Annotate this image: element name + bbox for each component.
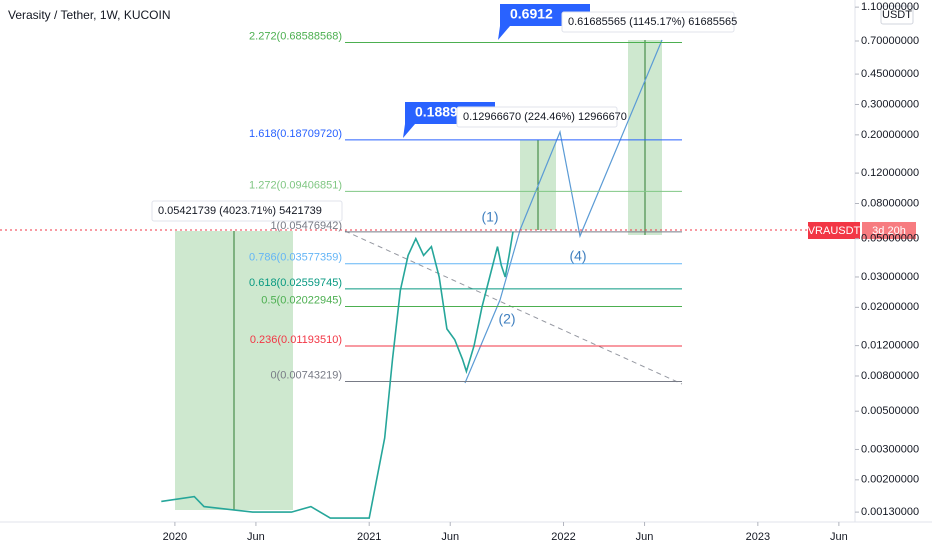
- fib-label: 0(0.00743219): [270, 369, 342, 381]
- measure-text: 0.05421739 (4023.71%) 5421739: [158, 205, 322, 217]
- x-tick-label: Jun: [636, 531, 654, 543]
- x-tick-label: Jun: [441, 531, 459, 543]
- fib-label: 0.618(0.02559745): [249, 277, 342, 289]
- fib-label: 1(0.05476942): [270, 220, 342, 232]
- fib-label: 2.272(0.68588568): [249, 30, 342, 42]
- trend-line: [344, 230, 683, 385]
- currency: USDT: [882, 9, 912, 21]
- y-tick-label: 0.03000000: [861, 271, 919, 283]
- y-tick-label: 0.00200000: [861, 474, 919, 486]
- measure-text: 0.61685565 (1145.17%) 61685565: [568, 16, 737, 28]
- callout-text: 0.6912: [510, 6, 553, 22]
- y-tick-label: 0.70000000: [861, 35, 919, 47]
- y-tick-label: 0.30000000: [861, 98, 919, 110]
- y-tick-label: 0.45000000: [861, 68, 919, 80]
- x-tick-label: 2020: [163, 531, 187, 543]
- measure-text: 0.12966670 (224.46%) 12966670: [463, 111, 627, 123]
- fib-label: 0.5(0.02022945): [261, 294, 342, 306]
- fib-label: 1.618(0.18709720): [249, 128, 342, 140]
- y-tick-label: 0.00130000: [861, 506, 919, 518]
- fib-label: 0.786(0.03577359): [249, 252, 342, 264]
- wave-label: (2): [498, 311, 515, 327]
- symbol: VRAUSDT: [808, 225, 861, 237]
- callout-text: 0.1889: [415, 104, 458, 120]
- y-tick-label: 0.01200000: [861, 340, 919, 352]
- x-tick-label: Jun: [830, 531, 848, 543]
- measure-box: [561, 11, 735, 33]
- x-tick-label: Jun: [247, 531, 265, 543]
- x-tick-label: 2023: [746, 531, 770, 543]
- y-tick-label: 0.00300000: [861, 443, 919, 455]
- x-tick-label: 2022: [551, 531, 575, 543]
- countdown: 3d 20h: [872, 225, 906, 237]
- y-tick-label: 0.00800000: [861, 370, 919, 382]
- measure-box: [456, 106, 618, 128]
- y-tick-label: 0.08000000: [861, 197, 919, 209]
- chart-title: Verasity / Tether, 1W, KUCOIN: [8, 8, 171, 22]
- measure-box: [151, 200, 343, 222]
- wave-label: (4): [569, 248, 586, 264]
- currency-box: [880, 5, 914, 25]
- symbol-tag: [808, 222, 860, 239]
- wave-label: (1): [481, 209, 498, 225]
- y-tick-label: 0.12000000: [861, 167, 919, 179]
- y-tick-label: 0.02000000: [861, 301, 919, 313]
- price-line: [161, 231, 514, 519]
- y-tick-label: 1.10000000: [861, 1, 919, 13]
- fib-label: 1.272(0.09406851): [249, 179, 342, 191]
- fib-label: 0.236(0.01193510): [250, 334, 342, 346]
- x-tick-label: 2021: [357, 531, 381, 543]
- y-tick-label: 0.00500000: [861, 405, 919, 417]
- y-tick-label: 0.20000000: [861, 129, 919, 141]
- wave-path: [464, 39, 663, 384]
- countdown-tag: [862, 222, 916, 239]
- y-tick-label: 0.05000000: [861, 233, 919, 245]
